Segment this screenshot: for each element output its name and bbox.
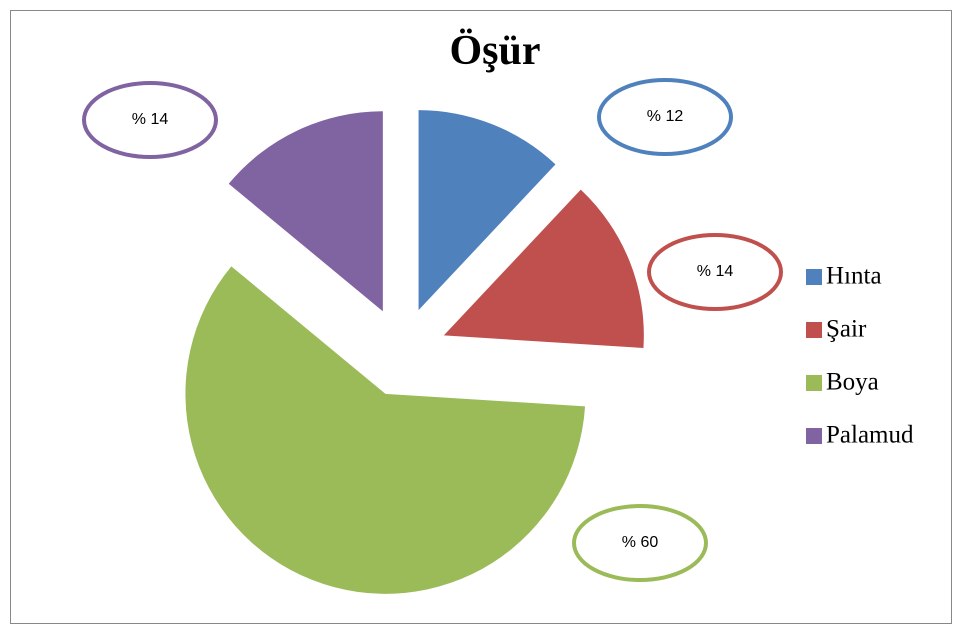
callout-bubble	[82, 81, 218, 159]
pie-slice	[185, 266, 586, 594]
legend-swatch	[806, 322, 822, 338]
data-label: % 14	[697, 263, 734, 280]
legend-label: Hınta	[826, 263, 882, 290]
pie-slice	[418, 110, 556, 311]
data-label: % 60	[622, 534, 659, 551]
pie-slice	[228, 111, 383, 312]
callout-bubble	[597, 78, 733, 156]
legend-swatch	[806, 269, 822, 285]
legend-label: Şair	[826, 316, 867, 343]
callout-bubble	[647, 233, 783, 311]
legend-swatch	[806, 428, 822, 444]
legend-label: Palamud	[826, 422, 914, 449]
legend-swatch	[806, 375, 822, 391]
chart-title: Öşür	[449, 28, 540, 74]
data-label: % 14	[132, 111, 169, 128]
callout-bubble	[572, 504, 708, 582]
legend-label: Boya	[826, 369, 879, 396]
pie-slice	[443, 189, 644, 348]
data-label: % 12	[647, 108, 684, 125]
